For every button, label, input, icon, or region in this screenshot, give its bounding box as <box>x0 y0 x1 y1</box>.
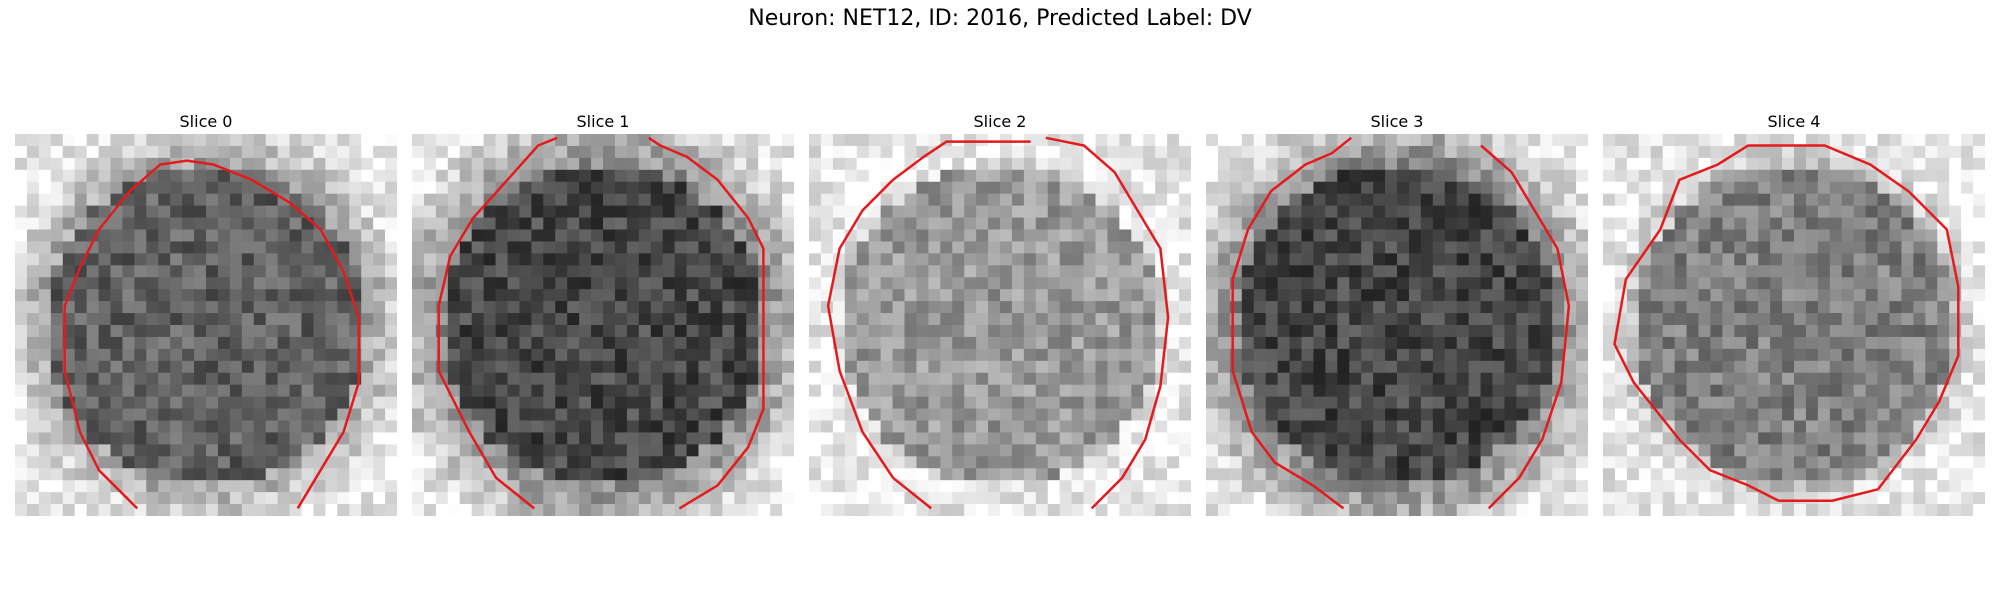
slice-pixels-0 <box>15 134 397 516</box>
slice-pixels-4 <box>1603 134 1985 516</box>
figure-title: Neuron: NET12, ID: 2016, Predicted Label… <box>748 6 1252 31</box>
contour-line-0-0 <box>63 159 361 510</box>
contour-line-1-0 <box>437 136 558 510</box>
slice-panel-1: Slice 1 <box>412 110 794 516</box>
contour-line-2-0 <box>826 140 1031 510</box>
slice-image-1 <box>412 134 794 516</box>
slice-image-4 <box>1603 134 1985 516</box>
slice-pixels-1 <box>412 134 794 516</box>
contour-line-3-1 <box>1480 144 1571 510</box>
slice-panel-4: Slice 4 <box>1603 110 1985 516</box>
slice-panel-2: Slice 2 <box>809 110 1191 516</box>
slice-pixels-3 <box>1206 134 1588 516</box>
contour-line-4-0 <box>1613 144 1960 502</box>
slice-image-3 <box>1206 134 1588 516</box>
slice-image-2 <box>809 134 1191 516</box>
slice-title-1: Slice 1 <box>576 112 630 131</box>
contour-line-2-1 <box>1045 136 1170 510</box>
slice-title-3: Slice 3 <box>1370 112 1424 131</box>
slice-title-2: Slice 2 <box>973 112 1027 131</box>
slice-title-0: Slice 0 <box>179 112 233 131</box>
slice-panel-3: Slice 3 <box>1206 110 1588 516</box>
contour-line-3-0 <box>1231 136 1352 510</box>
slice-image-0 <box>15 134 397 516</box>
slice-pixels-2 <box>809 134 1191 516</box>
contour-line-1-1 <box>648 136 765 510</box>
slice-title-4: Slice 4 <box>1767 112 1821 131</box>
slice-panel-0: Slice 0 <box>15 110 397 516</box>
